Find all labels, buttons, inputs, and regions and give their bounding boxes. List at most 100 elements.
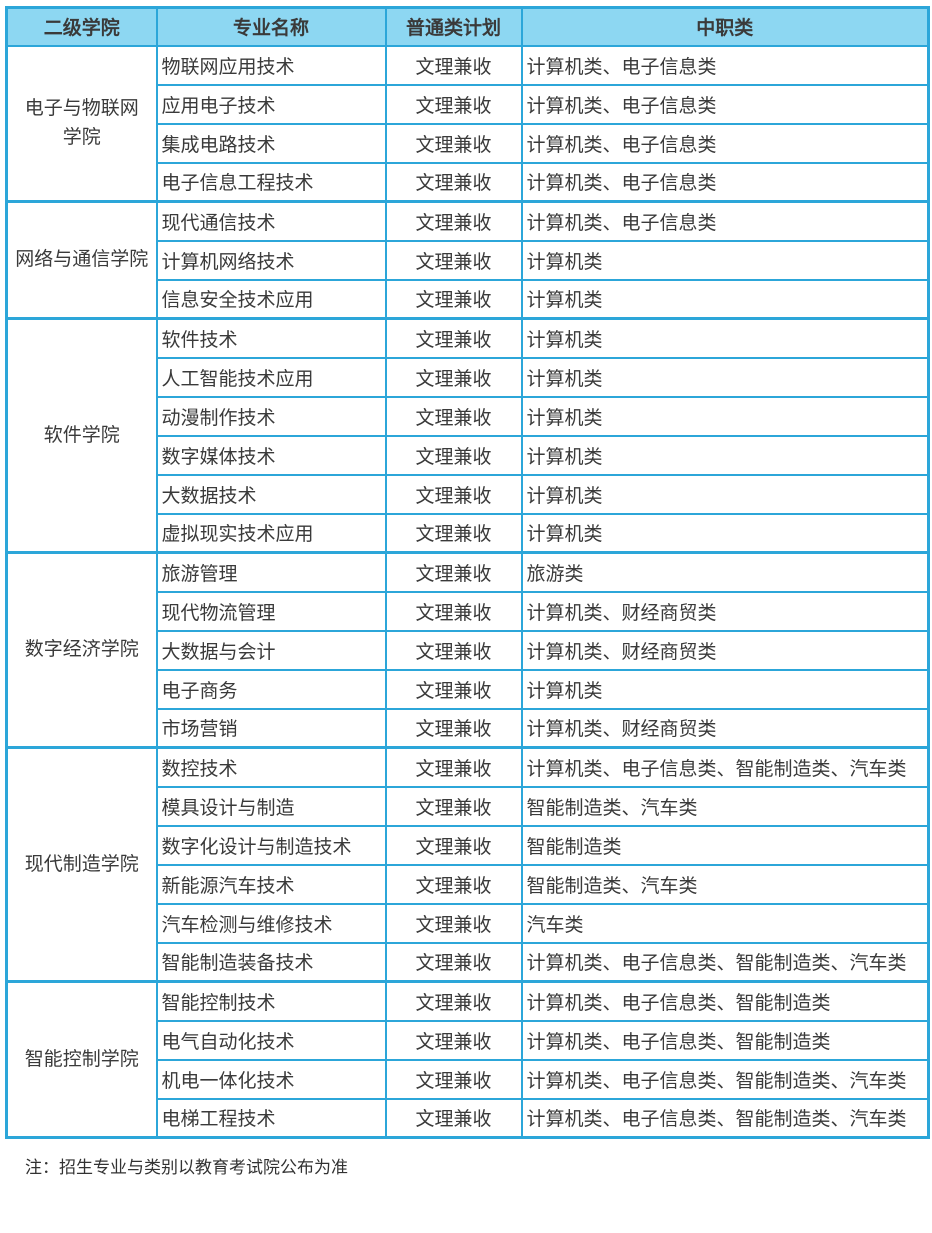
table-row: 智能控制学院 智能控制技术 文理兼收 计算机类、电子信息类、智能制造类 — [5, 980, 930, 1139]
vocational-cell: 计算机类 — [520, 434, 930, 476]
plan-cell: 文理兼收 — [384, 434, 523, 476]
major-name-cell: 信息安全技术应用 — [155, 278, 387, 320]
plan-cell: 文理兼收 — [384, 161, 523, 203]
table-row: 计算机网络技术 文理兼收 计算机类 — [7, 239, 930, 281]
major-name-cell: 现代通信技术 — [155, 200, 387, 242]
table-row: 现代制造学院 数控技术 文理兼收 计算机类、电子信息类、智能制造类、汽车类 — [5, 746, 930, 983]
table-row: 大数据与会计 文理兼收 计算机类、财经商贸类 — [7, 629, 930, 671]
header-row: 二级学院 专业名称 普通类计划 中职类 — [5, 6, 930, 47]
major-name-cell: 动漫制作技术 — [155, 395, 387, 437]
vocational-cell: 计算机类、财经商贸类 — [520, 629, 930, 671]
vocational-cell: 计算机类、财经商贸类 — [520, 590, 930, 632]
vocational-cell: 计算机类、电子信息类、智能制造类 — [520, 1019, 930, 1061]
vocational-cell: 计算机类 — [520, 356, 930, 398]
plan-cell: 文理兼收 — [384, 551, 523, 593]
major-name-cell: 数字化设计与制造技术 — [155, 824, 387, 866]
vocational-cell: 计算机类、电子信息类、智能制造类、汽车类 — [520, 941, 930, 983]
plan-cell: 文理兼收 — [384, 668, 523, 710]
major-name-cell: 虚拟现实技术应用 — [155, 512, 387, 554]
major-name-cell: 汽车检测与维修技术 — [155, 902, 387, 944]
plan-cell: 文理兼收 — [384, 278, 523, 320]
major-name-cell: 机电一体化技术 — [155, 1058, 387, 1100]
col-header-major: 专业名称 — [155, 6, 387, 47]
vocational-cell: 智能制造类 — [520, 824, 930, 866]
major-name-cell: 应用电子技术 — [155, 83, 387, 125]
table-body: 电子与物联网 学院 物联网应用技术 文理兼收 计算机类、电子信息类 应用电子技术 文理兼收… — [5, 44, 930, 1139]
vocational-cell: 计算机类 — [520, 317, 930, 359]
table-row: 动漫制作技术 文理兼收 计算机类 — [7, 395, 930, 437]
major-name-cell: 市场营销 — [155, 707, 387, 749]
plan-cell: 文理兼收 — [384, 590, 523, 632]
vocational-cell: 计算机类 — [520, 278, 930, 320]
table-row: 电子与物联网 学院 物联网应用技术 文理兼收 计算机类、电子信息类 — [5, 44, 930, 203]
table-row: 现代物流管理 文理兼收 计算机类、财经商贸类 — [7, 590, 930, 632]
table-row: 电子信息工程技术 文理兼收 计算机类、电子信息类 — [7, 161, 930, 203]
plan-cell: 文理兼收 — [384, 512, 523, 554]
major-name-cell: 物联网应用技术 — [155, 44, 387, 86]
table-row: 虚拟现实技术应用 文理兼收 计算机类 — [7, 512, 930, 554]
major-name-cell: 软件技术 — [155, 317, 387, 359]
table-row: 数字经济学院 旅游管理 文理兼收 旅游类 — [5, 551, 930, 749]
vocational-cell: 计算机类 — [520, 239, 930, 281]
major-name-cell: 数控技术 — [155, 746, 387, 788]
plan-cell: 文理兼收 — [384, 239, 523, 281]
plan-cell: 文理兼收 — [384, 941, 523, 983]
table-row: 网络与通信学院 现代通信技术 文理兼收 计算机类、电子信息类 — [5, 200, 930, 320]
table-row: 人工智能技术应用 文理兼收 计算机类 — [7, 356, 930, 398]
major-name-cell: 电子商务 — [155, 668, 387, 710]
plan-cell: 文理兼收 — [384, 863, 523, 905]
vocational-cell: 计算机类、电子信息类 — [520, 200, 930, 242]
plan-cell: 文理兼收 — [384, 707, 523, 749]
plan-cell: 文理兼收 — [384, 317, 523, 359]
table-row: 机电一体化技术 文理兼收 计算机类、电子信息类、智能制造类、汽车类 — [7, 1058, 930, 1100]
vocational-cell: 汽车类 — [520, 902, 930, 944]
major-name-cell: 数字媒体技术 — [155, 434, 387, 476]
table-row: 模具设计与制造 文理兼收 智能制造类、汽车类 — [7, 785, 930, 827]
major-name-cell: 大数据技术 — [155, 473, 387, 515]
major-name-cell: 智能制造装备技术 — [155, 941, 387, 983]
vocational-cell: 计算机类、电子信息类、智能制造类、汽车类 — [520, 1058, 930, 1100]
table-row: 新能源汽车技术 文理兼收 智能制造类、汽车类 — [7, 863, 930, 905]
major-name-cell: 现代物流管理 — [155, 590, 387, 632]
col-header-vocational: 中职类 — [520, 6, 930, 47]
vocational-cell: 计算机类、电子信息类 — [520, 83, 930, 125]
plan-cell: 文理兼收 — [384, 746, 523, 788]
table-row: 电子商务 文理兼收 计算机类 — [7, 668, 930, 710]
table-row: 汽车检测与维修技术 文理兼收 汽车类 — [7, 902, 930, 944]
plan-cell: 文理兼收 — [384, 1058, 523, 1100]
plan-cell: 文理兼收 — [384, 785, 523, 827]
major-name-cell: 人工智能技术应用 — [155, 356, 387, 398]
vocational-cell: 智能制造类、汽车类 — [520, 785, 930, 827]
table-row: 数字化设计与制造技术 文理兼收 智能制造类 — [7, 824, 930, 866]
vocational-cell: 旅游类 — [520, 551, 930, 593]
admissions-table: 二级学院 专业名称 普通类计划 中职类 电子与物联网 学院 物联网应用技术 文理兼收… — [5, 6, 930, 1139]
major-name-cell: 电子信息工程技术 — [155, 161, 387, 203]
college-cell: 网络与通信学院 — [5, 200, 158, 320]
table-row: 应用电子技术 文理兼收 计算机类、电子信息类 — [7, 83, 930, 125]
vocational-cell: 计算机类、电子信息类、智能制造类、汽车类 — [520, 1097, 930, 1139]
plan-cell: 文理兼收 — [384, 1097, 523, 1139]
plan-cell: 文理兼收 — [384, 200, 523, 242]
plan-cell: 文理兼收 — [384, 824, 523, 866]
table-row: 数字媒体技术 文理兼收 计算机类 — [7, 434, 930, 476]
vocational-cell: 计算机类、电子信息类 — [520, 44, 930, 86]
vocational-cell: 计算机类、电子信息类、智能制造类 — [520, 980, 930, 1022]
plan-cell: 文理兼收 — [384, 980, 523, 1022]
major-name-cell: 电梯工程技术 — [155, 1097, 387, 1139]
plan-cell: 文理兼收 — [384, 44, 523, 86]
college-cell: 电子与物联网 学院 — [5, 44, 158, 203]
col-header-plan: 普通类计划 — [384, 6, 523, 47]
plan-cell: 文理兼收 — [384, 395, 523, 437]
table-row: 智能制造装备技术 文理兼收 计算机类、电子信息类、智能制造类、汽车类 — [7, 941, 930, 983]
major-name-cell: 集成电路技术 — [155, 122, 387, 164]
table-row: 集成电路技术 文理兼收 计算机类、电子信息类 — [7, 122, 930, 164]
plan-cell: 文理兼收 — [384, 902, 523, 944]
vocational-cell: 计算机类、电子信息类 — [520, 122, 930, 164]
plan-cell: 文理兼收 — [384, 356, 523, 398]
col-header-college: 二级学院 — [5, 6, 158, 47]
table-row: 信息安全技术应用 文理兼收 计算机类 — [7, 278, 930, 320]
table-row: 市场营销 文理兼收 计算机类、财经商贸类 — [7, 707, 930, 749]
vocational-cell: 计算机类 — [520, 473, 930, 515]
major-name-cell: 电气自动化技术 — [155, 1019, 387, 1061]
